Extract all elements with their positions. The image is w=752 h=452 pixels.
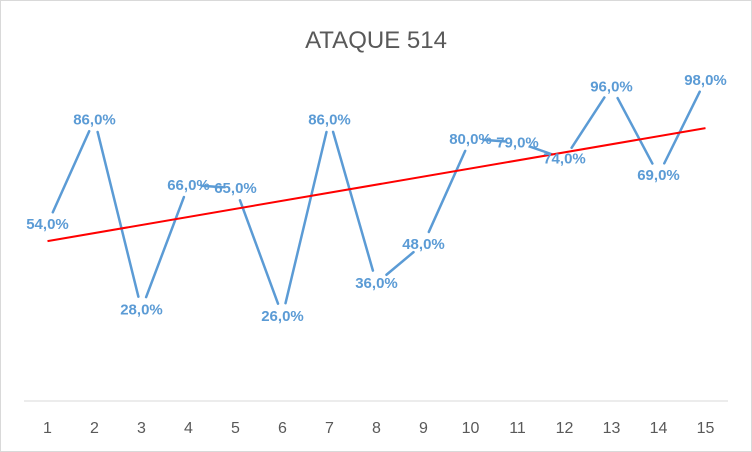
x-tick-label: 14 [650, 420, 668, 437]
series-layer [51, 90, 701, 305]
x-tick-label: 3 [137, 420, 146, 437]
series-line-segment [284, 130, 328, 305]
data-label: 86,0% [73, 111, 116, 128]
data-label: 98,0% [684, 72, 727, 89]
series-line-segment [96, 130, 140, 298]
series-line-segment [144, 195, 186, 299]
trendline [47, 127, 706, 243]
data-label: 80,0% [449, 131, 492, 148]
x-tick-label: 1 [43, 420, 52, 437]
data-label: 36,0% [355, 275, 398, 292]
data-label: 65,0% [214, 180, 257, 197]
series-line-segment [427, 149, 467, 234]
data-label: 96,0% [590, 79, 633, 96]
x-tick-label: 13 [603, 420, 621, 437]
series-line-segment [663, 90, 701, 165]
data-label: 74,0% [543, 151, 586, 168]
x-tick-label: 4 [184, 420, 193, 437]
x-tick-label: 2 [90, 420, 99, 437]
data-label: 28,0% [120, 301, 163, 318]
data-label: 66,0% [167, 177, 210, 194]
data-label: 69,0% [637, 167, 680, 184]
data-label: 86,0% [308, 111, 351, 128]
series-line-segment [200, 184, 224, 189]
x-tick-label: 11 [509, 420, 526, 437]
x-tick-label: 12 [556, 420, 574, 437]
series-line-segment [385, 250, 415, 277]
data-label: 26,0% [261, 308, 304, 325]
data-label: 79,0% [496, 134, 539, 151]
series-line-segment [616, 96, 654, 165]
x-tick-label: 5 [231, 420, 240, 437]
chart-title: ATAQUE 514 [305, 27, 447, 54]
x-tick-label: 15 [697, 420, 715, 437]
series-line-segment [331, 130, 375, 272]
series-line-segment [51, 129, 91, 214]
x-tick-label: 6 [278, 420, 287, 437]
x-tick-label: 8 [372, 420, 381, 437]
x-tick-label: 7 [325, 420, 334, 437]
series-line-segment [238, 199, 280, 305]
trendline-layer [47, 127, 706, 243]
data-label: 48,0% [402, 236, 445, 253]
series-line-segment [528, 145, 554, 156]
x-tick-label: 9 [419, 420, 428, 437]
x-tick-label: 10 [462, 420, 480, 437]
series-line-segment [482, 138, 506, 143]
data-label-layer: 54,0% 86,0% 28,0% 66,0% 65,0% 26,0% 86,0% 36,0%… [26, 72, 727, 325]
x-tick-labels: 1 2 3 4 5 6 7 8 9 10 11 12 13 14 15 [43, 420, 714, 437]
series-line-segment [570, 96, 606, 150]
data-label: 54,0% [26, 216, 69, 233]
